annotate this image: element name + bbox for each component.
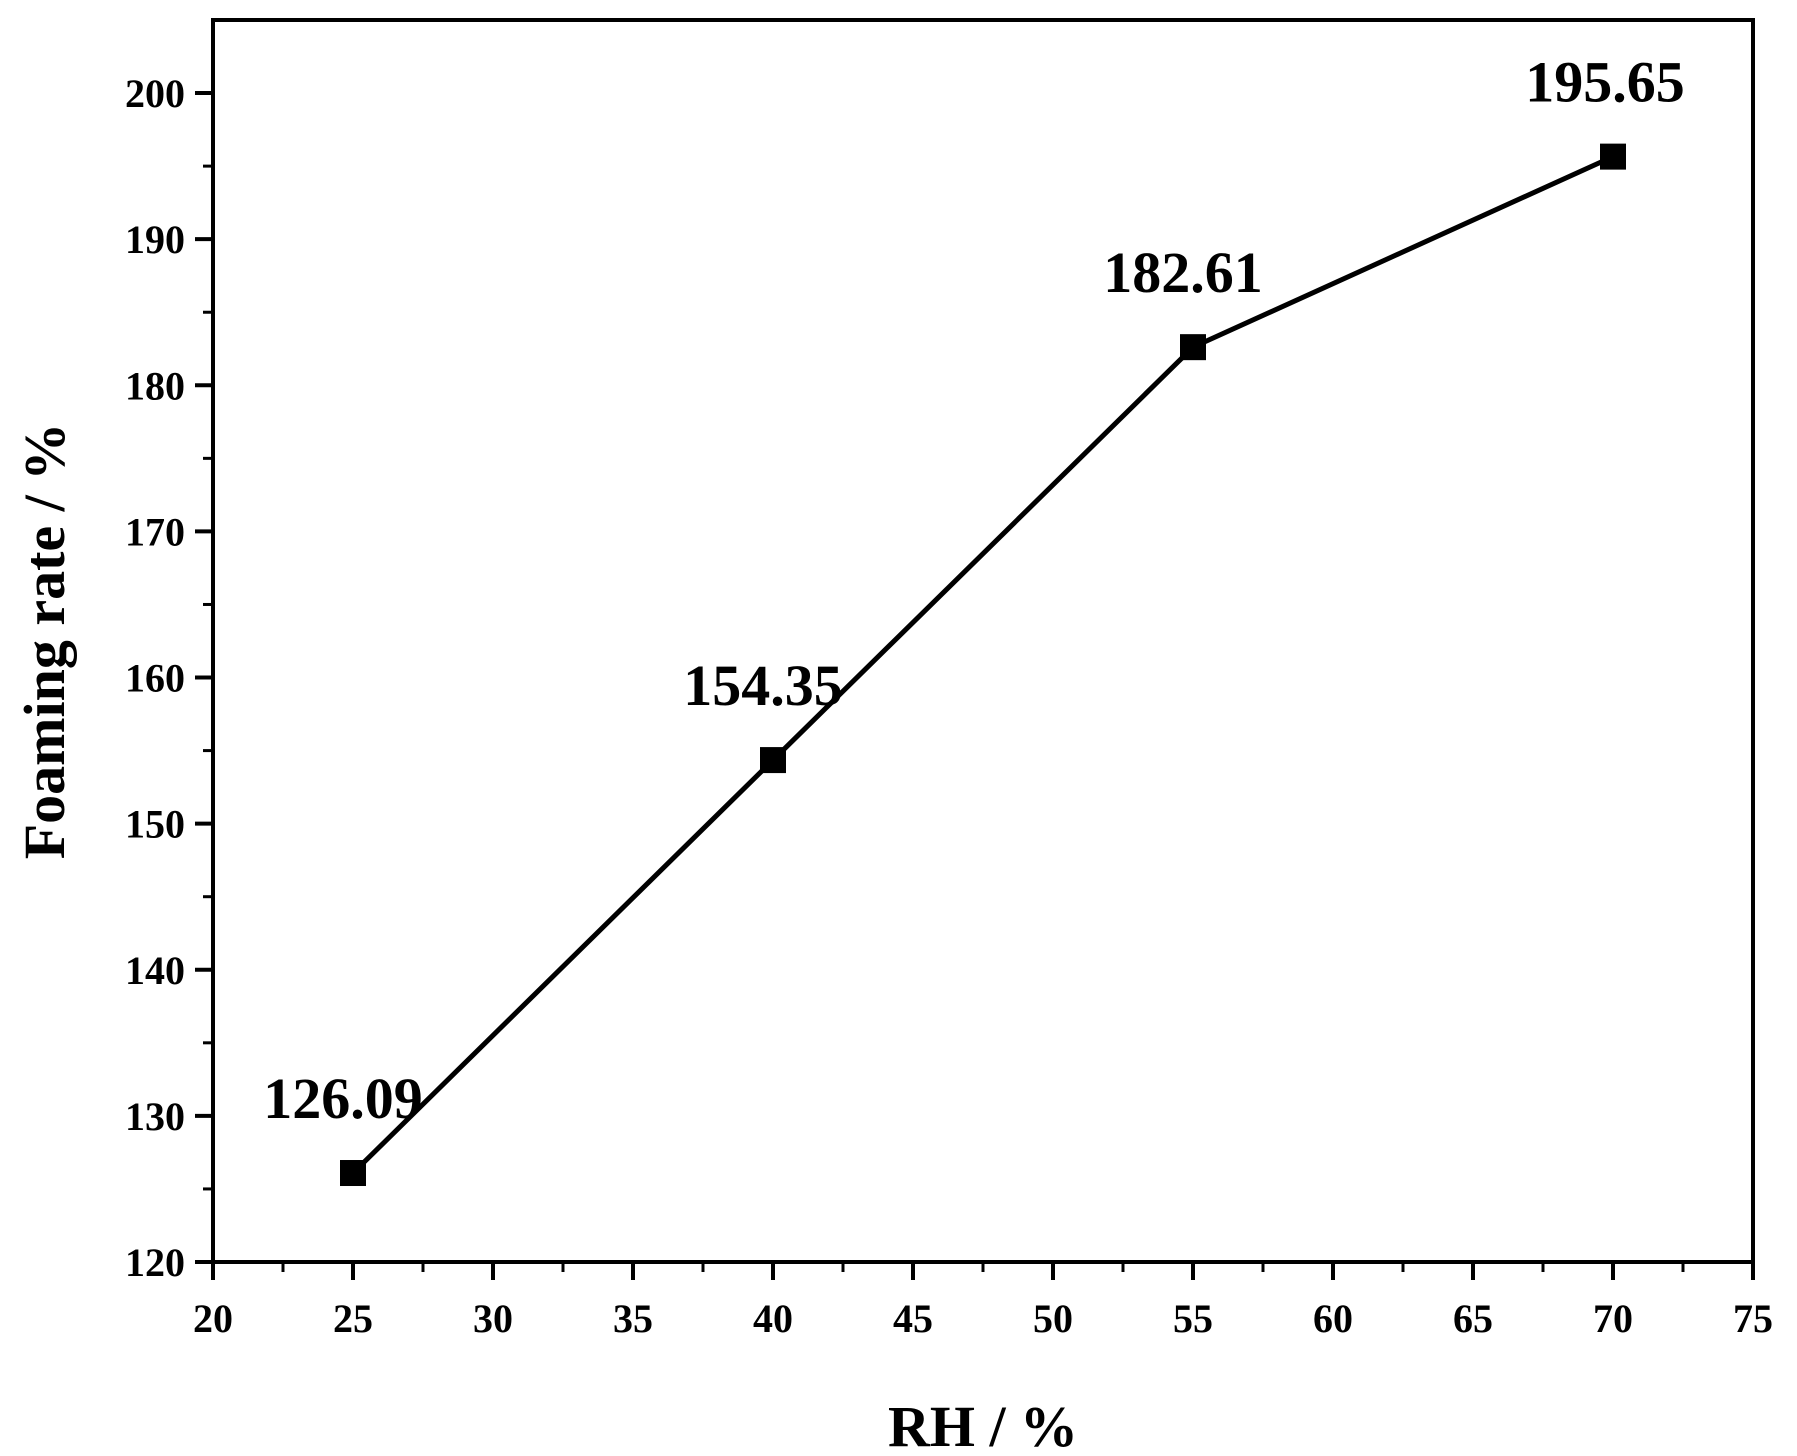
x-axis-title: RH / % (888, 1394, 1078, 1456)
data-label: 126.09 (263, 1066, 423, 1131)
y-tick-label: 200 (125, 71, 185, 116)
y-axis-ticks: 120 130 140 150 160 170 180 190 200 (125, 71, 213, 1285)
x-tick-label: 75 (1733, 1296, 1773, 1341)
x-tick-label: 65 (1453, 1296, 1493, 1341)
x-tick-label: 35 (613, 1296, 653, 1341)
y-tick-label: 180 (125, 363, 185, 408)
x-tick-label: 40 (753, 1296, 793, 1341)
y-tick-label: 140 (125, 948, 185, 993)
y-tick-label: 190 (125, 217, 185, 262)
plot-frame (211, 18, 1755, 1264)
series-layer: 126.09 154.35 182.61 195.65 (263, 50, 1685, 1187)
y-tick-label: 170 (125, 509, 185, 554)
x-tick-label: 55 (1173, 1296, 1213, 1341)
y-axis-title: Foaming rate / % (12, 423, 77, 860)
data-label: 195.65 (1525, 50, 1685, 115)
series-line (351, 154, 1615, 1175)
data-label: 154.35 (683, 653, 843, 718)
x-tick-label: 60 (1313, 1296, 1353, 1341)
y-tick-label: 150 (125, 802, 185, 847)
y-tick-label: 130 (125, 1094, 185, 1139)
x-tick-label: 70 (1593, 1296, 1633, 1341)
data-label: 182.61 (1103, 240, 1263, 305)
data-point-marker (760, 747, 786, 774)
y-tick-label: 120 (125, 1240, 185, 1285)
data-point-marker (1180, 334, 1206, 361)
x-axis-ticks: 20 25 30 35 40 45 50 55 60 65 70 75 (193, 1262, 1773, 1341)
y-tick-label: 160 (125, 656, 185, 701)
x-tick-label: 50 (1033, 1296, 1073, 1341)
x-tick-label: 45 (893, 1296, 933, 1341)
data-point-marker (340, 1160, 366, 1187)
x-tick-label: 20 (193, 1296, 233, 1341)
x-tick-label: 25 (333, 1296, 373, 1341)
data-point-marker (1600, 143, 1626, 170)
x-tick-label: 30 (473, 1296, 513, 1341)
